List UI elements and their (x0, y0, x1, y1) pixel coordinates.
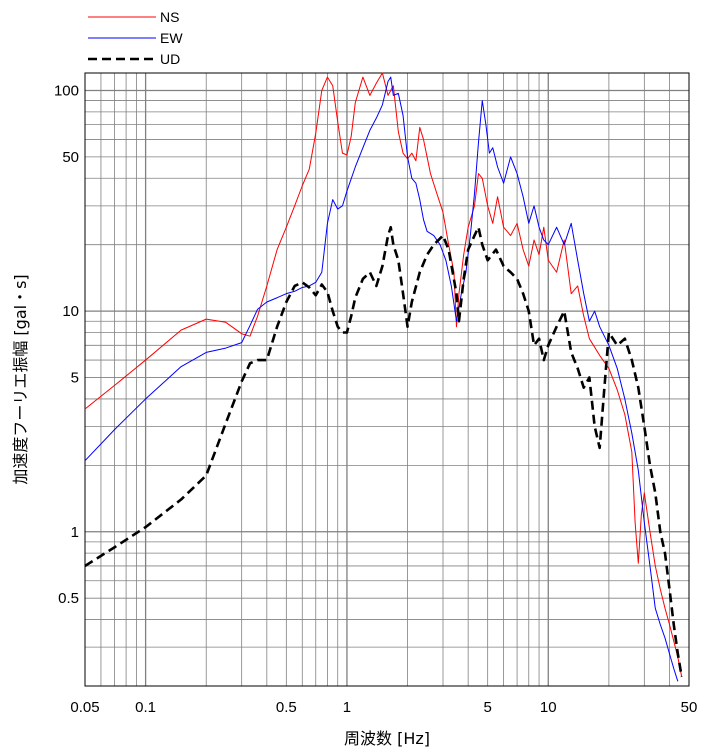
y-tick-label: 100 (54, 82, 79, 99)
legend-label-ew: EW (160, 30, 183, 46)
y-axis-label: 加速度フーリエ振幅 [gal・s] (11, 274, 30, 484)
legend-label-ud: UD (160, 51, 180, 67)
grid-lines (84, 73, 690, 687)
plot-frame (84, 72, 690, 687)
legend-label-ns: NS (160, 9, 179, 25)
y-tick-label: 10 (62, 303, 79, 320)
y-tick-label: 50 (62, 149, 79, 166)
series-line-ud (84, 225, 683, 678)
x-tick-label: 0.5 (276, 699, 297, 716)
y-tick-labels: 0.5 1 5 10 50 100 (54, 82, 79, 607)
x-tick-labels: 0.05 0.1 0.5 1 5 10 50 (70, 699, 697, 716)
y-tick-label: 5 (71, 370, 79, 387)
y-tick-label: 0.5 (58, 590, 79, 607)
data-series (84, 72, 683, 682)
x-tick-label: 5 (483, 699, 491, 716)
x-axis-label: 周波数 [Hz] (344, 729, 430, 748)
x-tick-label: 50 (681, 699, 698, 716)
x-tick-label: 0.05 (70, 699, 99, 716)
x-tick-label: 1 (343, 699, 351, 716)
x-tick-label: 0.1 (135, 699, 156, 716)
legend: NS EW UD (88, 9, 183, 67)
x-tick-label: 10 (540, 699, 557, 716)
y-tick-label: 1 (71, 524, 79, 541)
